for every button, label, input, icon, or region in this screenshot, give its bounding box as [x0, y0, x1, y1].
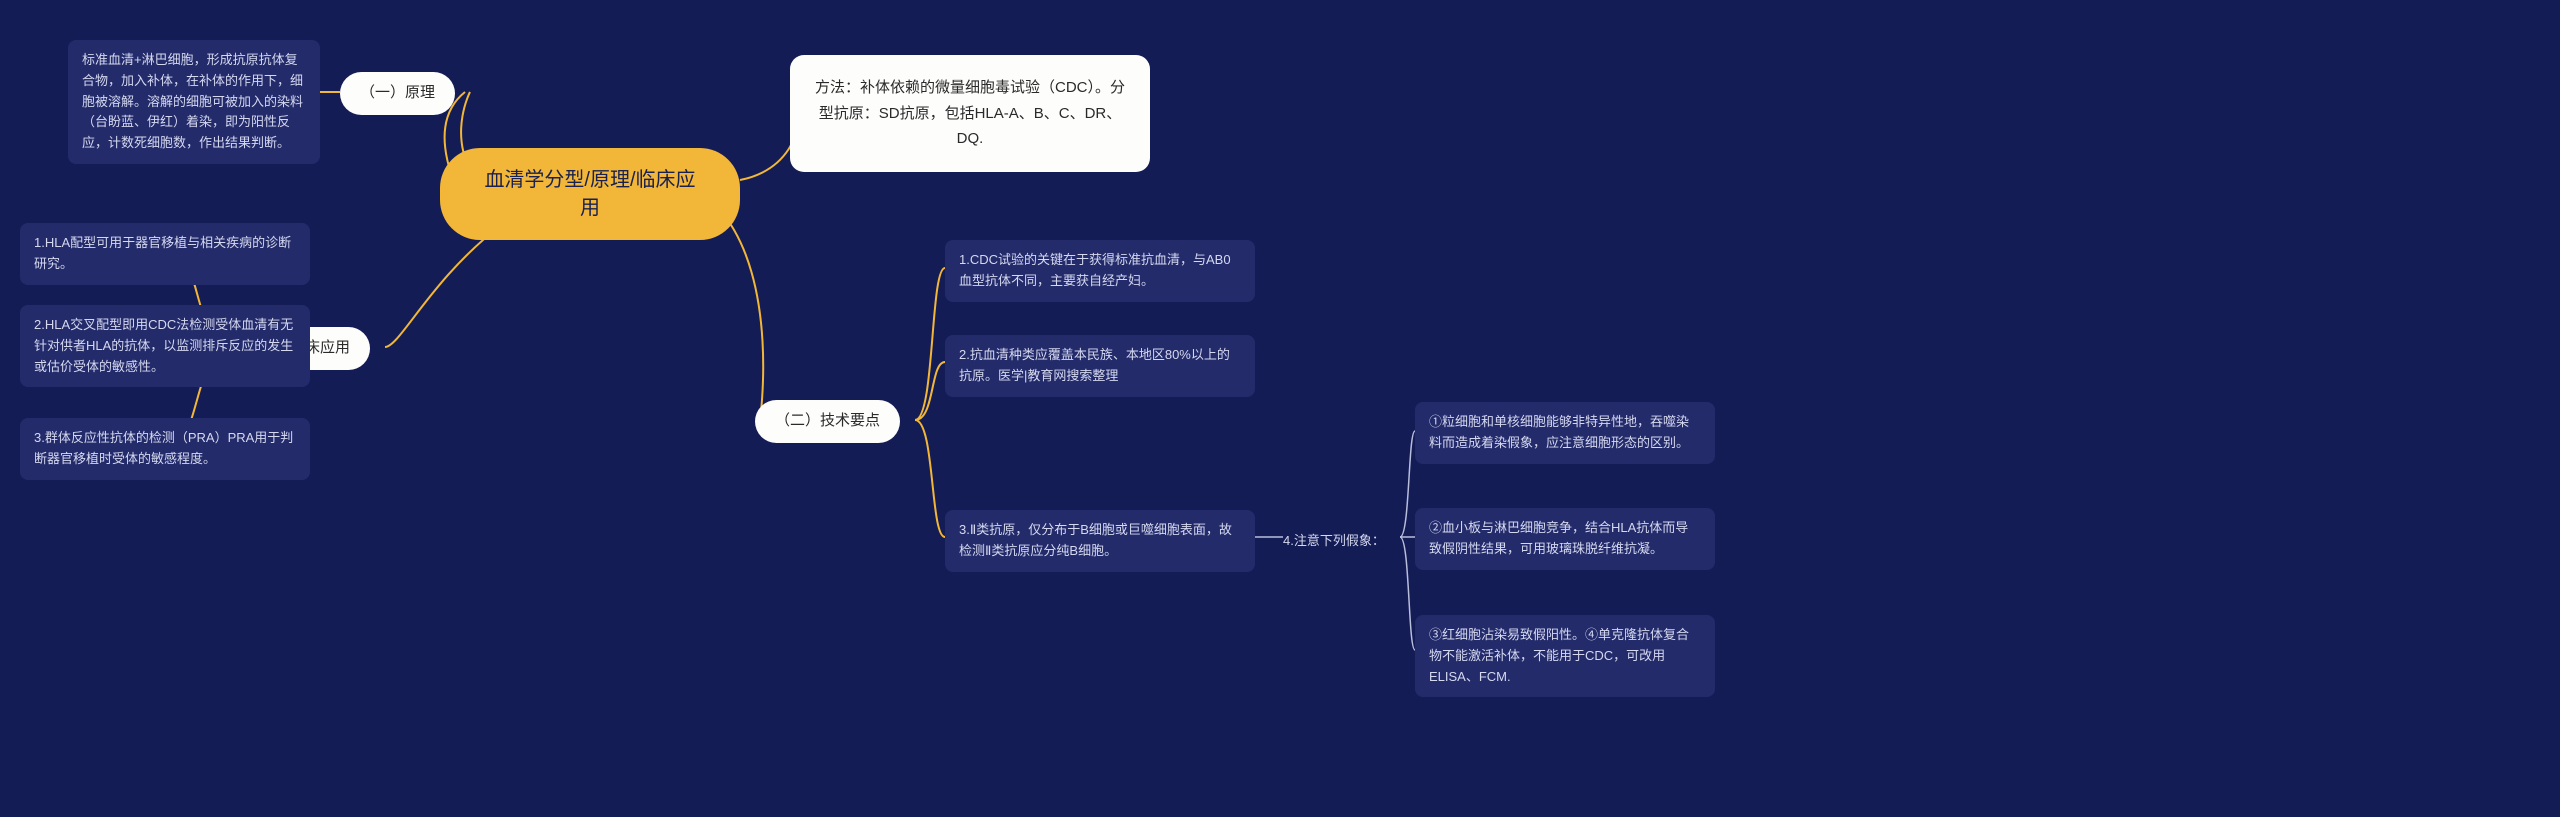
clinical-item-3[interactable]: 3.群体反应性抗体的检测（PRA）PRA用于判断器官移植时受体的敏感程度。: [20, 418, 310, 480]
method-text: 方法：补体依赖的微量细胞毒试验（CDC）。分型抗原：SD抗原，包括HLA-A、B…: [815, 79, 1125, 147]
tech-sub-item-3-text: ③红细胞沾染易致假阳性。④单克隆抗体复合物不能激活补体，不能用于CDC，可改用E…: [1429, 627, 1689, 684]
tech-item-3-text: 3.Ⅱ类抗原，仅分布于B细胞或巨噬细胞表面，故检测Ⅱ类抗原应分纯B细胞。: [959, 522, 1232, 558]
tech-sub-label-text: 4.注意下列假象：: [1283, 533, 1385, 548]
tech-sub-item-3[interactable]: ③红细胞沾染易致假阳性。④单克隆抗体复合物不能激活补体，不能用于CDC，可改用E…: [1415, 615, 1715, 697]
principle-label-text: （一）原理: [360, 84, 435, 101]
center-title: 血清学分型/原理/临床应用: [484, 169, 695, 219]
tech-sub-label[interactable]: 4.注意下列假象：: [1283, 530, 1385, 549]
tech-sub-item-2-text: ②血小板与淋巴细胞竞争，结合HLA抗体而导致假阴性结果，可用玻璃珠脱纤维抗凝。: [1429, 520, 1688, 556]
center-node[interactable]: 血清学分型/原理/临床应用: [440, 148, 740, 240]
tech-item-2[interactable]: 2.抗血清种类应覆盖本民族、本地区80%以上的抗原。医学|教育网搜索整理: [945, 335, 1255, 397]
tech-item-3[interactable]: 3.Ⅱ类抗原，仅分布于B细胞或巨噬细胞表面，故检测Ⅱ类抗原应分纯B细胞。: [945, 510, 1255, 572]
tech-label-text: （二）技术要点: [775, 412, 880, 429]
connector-lines: [0, 0, 2560, 817]
tech-item-2-text: 2.抗血清种类应覆盖本民族、本地区80%以上的抗原。医学|教育网搜索整理: [959, 347, 1230, 383]
tech-sub-item-1-text: ①粒细胞和单核细胞能够非特异性地，吞噬染料而造成着染假象，应注意细胞形态的区别。: [1429, 414, 1689, 450]
clinical-item-1[interactable]: 1.HLA配型可用于器官移植与相关疾病的诊断研究。: [20, 223, 310, 285]
tech-label[interactable]: （二）技术要点: [755, 400, 900, 443]
principle-content[interactable]: 标准血清+淋巴细胞，形成抗原抗体复合物，加入补体，在补体的作用下，细胞被溶解。溶…: [68, 40, 320, 164]
clinical-item-1-text: 1.HLA配型可用于器官移植与相关疾病的诊断研究。: [34, 235, 291, 271]
principle-label[interactable]: （一）原理: [340, 72, 455, 115]
tech-sub-item-1[interactable]: ①粒细胞和单核细胞能够非特异性地，吞噬染料而造成着染假象，应注意细胞形态的区别。: [1415, 402, 1715, 464]
principle-content-text: 标准血清+淋巴细胞，形成抗原抗体复合物，加入补体，在补体的作用下，细胞被溶解。溶…: [82, 52, 303, 150]
clinical-item-2[interactable]: 2.HLA交叉配型即用CDC法检测受体血清有无针对供者HLA的抗体，以监测排斥反…: [20, 305, 310, 387]
clinical-item-2-text: 2.HLA交叉配型即用CDC法检测受体血清有无针对供者HLA的抗体，以监测排斥反…: [34, 317, 293, 374]
method-box[interactable]: 方法：补体依赖的微量细胞毒试验（CDC）。分型抗原：SD抗原，包括HLA-A、B…: [790, 55, 1150, 172]
tech-sub-item-2[interactable]: ②血小板与淋巴细胞竞争，结合HLA抗体而导致假阴性结果，可用玻璃珠脱纤维抗凝。: [1415, 508, 1715, 570]
clinical-item-3-text: 3.群体反应性抗体的检测（PRA）PRA用于判断器官移植时受体的敏感程度。: [34, 430, 293, 466]
tech-item-1-text: 1.CDC试验的关键在于获得标准抗血清，与AB0血型抗体不同，主要获自经产妇。: [959, 252, 1231, 288]
tech-item-1[interactable]: 1.CDC试验的关键在于获得标准抗血清，与AB0血型抗体不同，主要获自经产妇。: [945, 240, 1255, 302]
